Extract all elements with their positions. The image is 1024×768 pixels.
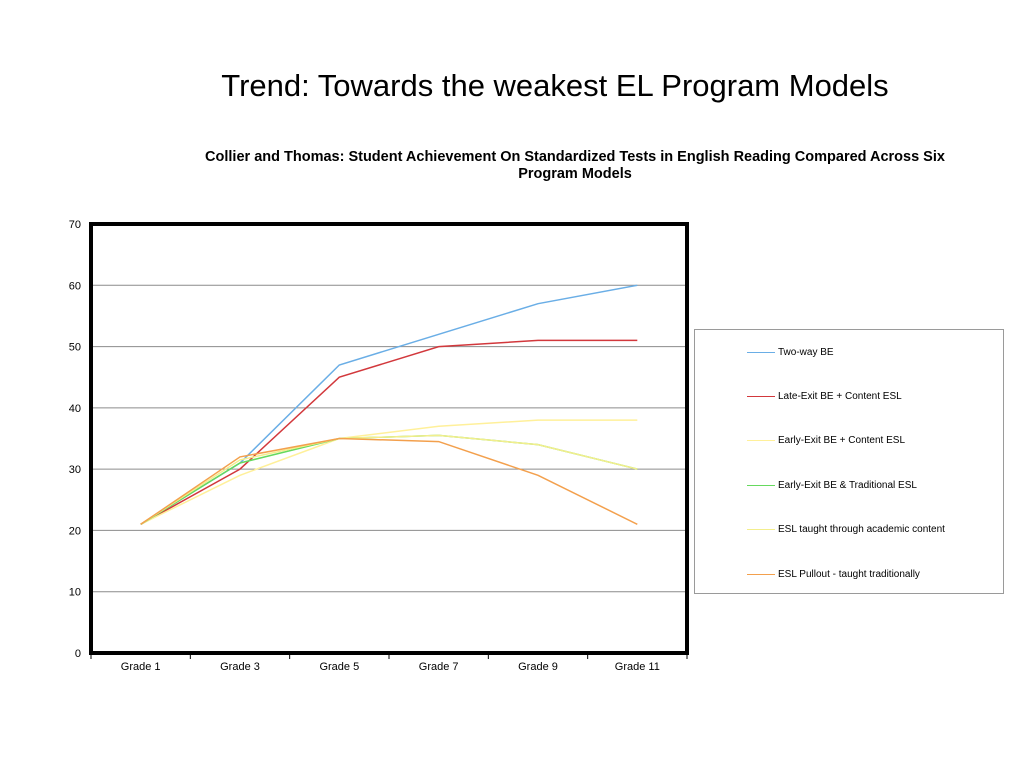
- series-line: [140, 339, 638, 525]
- legend-swatch: [747, 573, 775, 575]
- slide-title: Trend: Towards the weakest EL Program Mo…: [221, 68, 889, 103]
- series-line: [140, 284, 638, 525]
- series-line: [140, 434, 638, 525]
- legend-label: Two-way BE: [778, 346, 834, 358]
- legend-item: Early-Exit BE & Traditional ESL: [747, 478, 917, 492]
- legend-item: ESL Pullout - taught traditionally: [747, 567, 920, 581]
- series-line: [140, 434, 638, 525]
- chart-title: Collier and Thomas: Student Achievement …: [205, 149, 945, 182]
- legend-label: ESL Pullout - taught traditionally: [778, 568, 920, 580]
- x-tick-label: Grade 1: [121, 661, 161, 673]
- y-tick-label: 30: [69, 464, 81, 476]
- legend-swatch: [747, 484, 775, 486]
- series-line: [140, 437, 638, 525]
- legend-swatch: [747, 440, 775, 442]
- legend-label: Late-Exit BE + Content ESL: [778, 390, 902, 402]
- y-tick-label: 70: [69, 219, 81, 231]
- plot-area-border: [89, 222, 689, 655]
- x-tick-label: Grade 3: [220, 661, 260, 673]
- legend-label: Early-Exit BE & Traditional ESL: [778, 479, 917, 491]
- legend-item: Early-Exit BE + Content ESL: [747, 434, 905, 448]
- x-tick-label: Grade 11: [615, 661, 660, 673]
- y-tick-label: 50: [69, 342, 81, 354]
- y-tick-label: 20: [69, 525, 81, 537]
- y-tick-label: 10: [69, 587, 81, 599]
- x-tick-label: Grade 9: [518, 661, 558, 673]
- legend-label: ESL taught through academic content: [778, 524, 945, 536]
- legend-item: Two-way BE: [747, 345, 834, 359]
- x-tick-label: Grade 7: [419, 661, 459, 673]
- chart-legend: Two-way BE Late-Exit BE + Content ESL Earl…: [694, 329, 1004, 594]
- y-tick-label: 40: [69, 403, 81, 415]
- series-line: [140, 419, 638, 525]
- legend-item: Late-Exit BE + Content ESL: [747, 389, 902, 403]
- x-tick-label: Grade 5: [319, 661, 359, 673]
- legend-swatch: [747, 395, 775, 397]
- legend-item: ESL taught through academic content: [747, 523, 945, 537]
- legend-label: Early-Exit BE + Content ESL: [778, 435, 906, 447]
- legend-swatch: [747, 351, 775, 353]
- y-tick-label: 0: [75, 648, 81, 660]
- legend-swatch: [747, 529, 775, 531]
- y-tick-label: 60: [69, 280, 81, 292]
